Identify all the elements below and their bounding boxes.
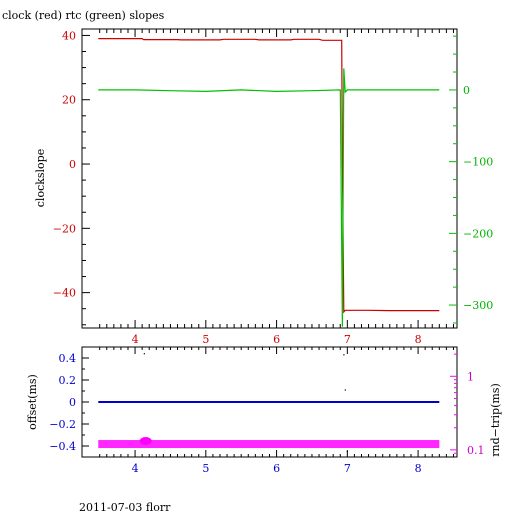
bottom-x-tick-label: 7: [344, 462, 351, 475]
top-x-tick-label: 7: [344, 333, 351, 346]
top-plot-marks: 4 5 6 7 8 40 20 0 −20 −40 0 −100 −200 −300: [53, 29, 493, 346]
bottom-y-tick-label: −0.2: [49, 418, 76, 431]
top-y-tick-label: 20: [62, 94, 76, 107]
bottom-y-tick-label: 0.4: [59, 352, 77, 365]
top-y-tick-label: −20: [53, 222, 76, 235]
bottom-y-tick-label: 0: [69, 396, 76, 409]
bottom-x-tick-label: 6: [273, 462, 280, 475]
top-x-tick-label: 4: [132, 333, 139, 346]
series-line-clock: [98, 37, 440, 314]
series-band-rnd-trip: [98, 440, 440, 449]
top-plot-frame: [81, 28, 458, 329]
chart-title: clock (red) rtc (green) slopes: [2, 9, 165, 22]
bottom-plot-marks: 4 5 6 7 8 0.4 0.2 0 −0.2 −0.4 1 0.1: [49, 346, 485, 475]
outlier-point: [143, 353, 145, 355]
bottom-x-tick-label: 8: [415, 462, 422, 475]
top-x-tick-label: 5: [202, 333, 209, 346]
outlier-point: [344, 389, 346, 391]
bottom-y2-tick-label: 0.1: [467, 444, 485, 457]
top-y-axis-label: clockslope: [34, 149, 47, 207]
top-y2-tick-label: −100: [463, 156, 493, 169]
top-x-tick-label: 8: [415, 333, 422, 346]
top-y-tick-label: 40: [62, 29, 76, 42]
bottom-y-axis-label: offset(ms): [26, 374, 39, 430]
outlier-point: [343, 354, 345, 356]
series-bump-rnd-trip: [139, 437, 152, 446]
top-y2-tick-label: −300: [463, 299, 493, 312]
top-x-tick-label: 6: [273, 333, 280, 346]
footer-label: 2011-07-03 florr: [79, 501, 171, 512]
bottom-y2-axis-label: rnd−trip(ms): [489, 383, 502, 457]
bottom-y-tick-label: 0.2: [59, 374, 77, 387]
bottom-x-tick-label: 4: [132, 462, 139, 475]
series-line-rtc: [98, 68, 440, 327]
outlier-point: [346, 451, 349, 453]
bottom-x-tick-label: 5: [202, 462, 209, 475]
top-y2-tick-label: 0: [463, 84, 470, 97]
top-y-tick-label: 0: [69, 158, 76, 171]
bottom-y-tick-label: −0.4: [49, 440, 76, 453]
top-y2-tick-label: −200: [463, 227, 493, 240]
top-y-tick-label: −40: [53, 287, 76, 300]
bottom-y2-tick-label: 1: [467, 370, 474, 383]
